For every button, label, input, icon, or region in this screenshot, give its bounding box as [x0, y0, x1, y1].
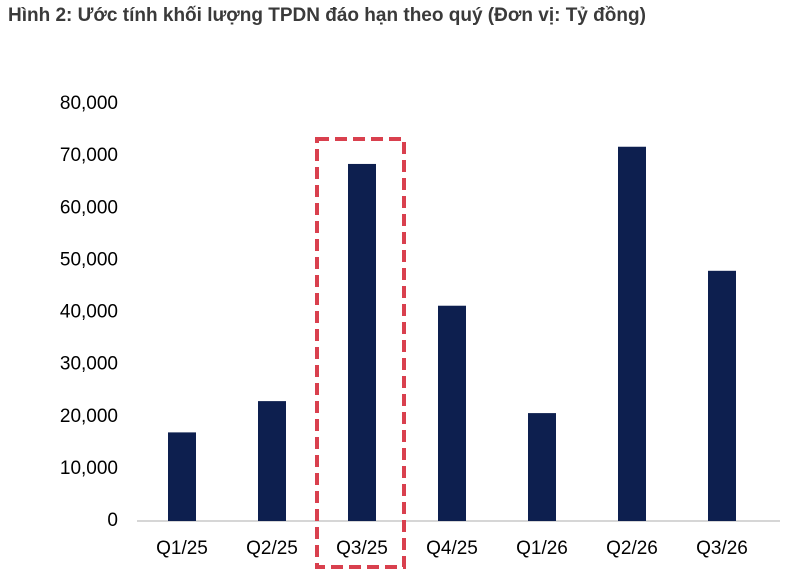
y-tick-label: 0	[107, 510, 118, 531]
y-tick-label: 50,000	[60, 249, 118, 270]
y-tick-label: 80,000	[60, 93, 118, 114]
bar	[708, 270, 736, 521]
y-tick-label: 30,000	[60, 354, 118, 375]
highlight-box	[315, 137, 406, 569]
x-tick-label: Q3/25	[336, 538, 388, 559]
x-tick-label: Q2/25	[246, 538, 298, 559]
x-tick-label: Q1/25	[156, 538, 208, 559]
bar	[348, 163, 376, 521]
bar	[618, 146, 646, 521]
x-tick-label: Q4/25	[426, 538, 478, 559]
chart-title: Hình 2: Ước tính khối lượng TPDN đáo hạn…	[8, 5, 646, 26]
bar	[438, 305, 466, 521]
bar	[168, 432, 196, 521]
y-tick-label: 70,000	[60, 145, 118, 166]
y-tick-label: 40,000	[60, 302, 118, 323]
y-tick-label: 20,000	[60, 406, 118, 427]
y-tick-label: 60,000	[60, 197, 118, 218]
y-tick-label: 10,000	[60, 458, 118, 479]
x-tick-label: Q3/26	[696, 538, 748, 559]
bar	[258, 401, 286, 521]
x-tick-label: Q2/26	[606, 538, 658, 559]
x-tick-label: Q1/26	[516, 538, 568, 559]
bar	[528, 413, 556, 521]
